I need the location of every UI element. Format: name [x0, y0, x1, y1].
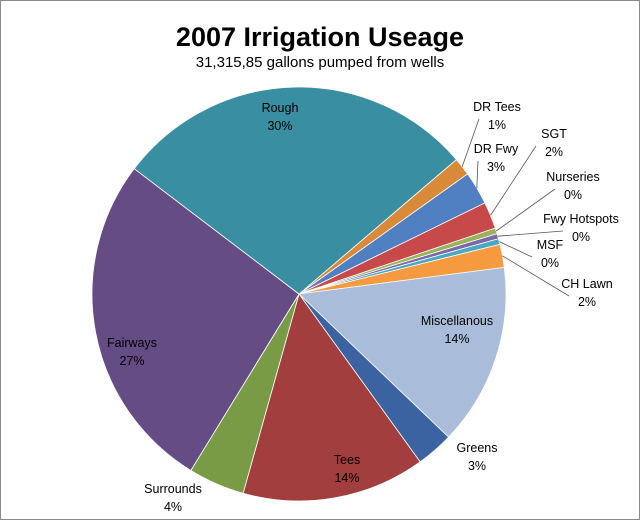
slice-name-fairways: Fairways — [107, 336, 157, 350]
slice-name-surrounds: Surrounds — [144, 482, 202, 496]
slice-label-msf: MSF 0% — [537, 238, 564, 270]
leader-line-dr-fwy — [476, 160, 479, 189]
slice-percent-surrounds: 4% — [164, 500, 182, 514]
leader-line-fwy-hotspots — [497, 230, 564, 237]
slice-rough — [133, 86, 457, 295]
chart-title: 2007 Irrigation Useage — [176, 22, 464, 52]
slice-percent-nurseries: 0% — [564, 188, 582, 202]
slice-name-rough: Rough — [262, 101, 299, 115]
pie-slices — [91, 86, 507, 502]
slice-name-ch-lawn: CH Lawn — [561, 277, 612, 291]
leader-line-nurseries — [495, 188, 556, 232]
slice-percent-greens: 3% — [468, 459, 486, 473]
leader-lines — [461, 118, 570, 297]
slice-percent-fairways: 27% — [119, 354, 144, 368]
slice-tees — [242, 293, 421, 502]
slice-name-dr-tees: DR Tees — [473, 100, 521, 114]
slice-name-tees: Tees — [334, 453, 360, 467]
leader-line-sgt — [490, 145, 537, 216]
slice-name-greens: Greens — [457, 441, 498, 455]
slice-percent-fwy-hotspots: 0% — [572, 230, 590, 244]
slice-label-fwy-hotspots: Fwy Hotspots 0% — [543, 212, 619, 244]
slice-label-rough: Rough 30% — [262, 101, 299, 133]
leader-line-msf — [499, 241, 533, 258]
slice-name-miscellanous: Miscellanous — [421, 314, 493, 328]
slice-name-fwy-hotspots: Fwy Hotspots — [543, 212, 619, 226]
leader-line-dr-tees — [461, 118, 480, 167]
slice-fairways — [91, 168, 300, 472]
slice-name-nurseries: Nurseries — [546, 170, 600, 184]
slice-percent-miscellanous: 14% — [444, 332, 469, 346]
slice-percent-dr-fwy: 3% — [487, 160, 505, 174]
slice-percent-msf: 0% — [541, 256, 559, 270]
slice-label-dr-tees: DR Tees 1% — [473, 100, 521, 132]
slice-labels: DR Tees 1%DR Fwy 3%SGT 2%Nurseries 0%Fwy Hot… — [107, 100, 619, 514]
slice-miscellanous — [298, 266, 507, 438]
slice-percent-dr-tees: 1% — [488, 118, 506, 132]
slice-label-tees: Tees 14% — [334, 453, 360, 485]
slice-label-miscellanous: Miscellanous 14% — [421, 314, 493, 346]
slice-label-nurseries: Nurseries 0% — [546, 170, 600, 202]
slice-percent-rough: 30% — [267, 119, 292, 133]
slice-label-greens: Greens 3% — [457, 441, 498, 473]
slice-label-dr-fwy: DR Fwy 3% — [474, 142, 519, 174]
chart-subtitle: 31,315,85 gallons pumped from wells — [196, 54, 444, 71]
slice-label-fairways: Fairways 27% — [107, 336, 157, 368]
slice-name-sgt: SGT — [541, 127, 567, 141]
slice-percent-sgt: 2% — [545, 145, 563, 159]
slice-percent-tees: 14% — [334, 471, 359, 485]
slice-label-sgt: SGT 2% — [541, 127, 567, 159]
slice-name-msf: MSF — [537, 238, 564, 252]
slice-label-surrounds: Surrounds 4% — [144, 482, 202, 514]
leader-line-ch-lawn — [502, 255, 570, 297]
slice-label-ch-lawn: CH Lawn 2% — [561, 277, 612, 309]
slice-name-dr-fwy: DR Fwy — [474, 142, 519, 156]
slice-percent-ch-lawn: 2% — [578, 295, 596, 309]
